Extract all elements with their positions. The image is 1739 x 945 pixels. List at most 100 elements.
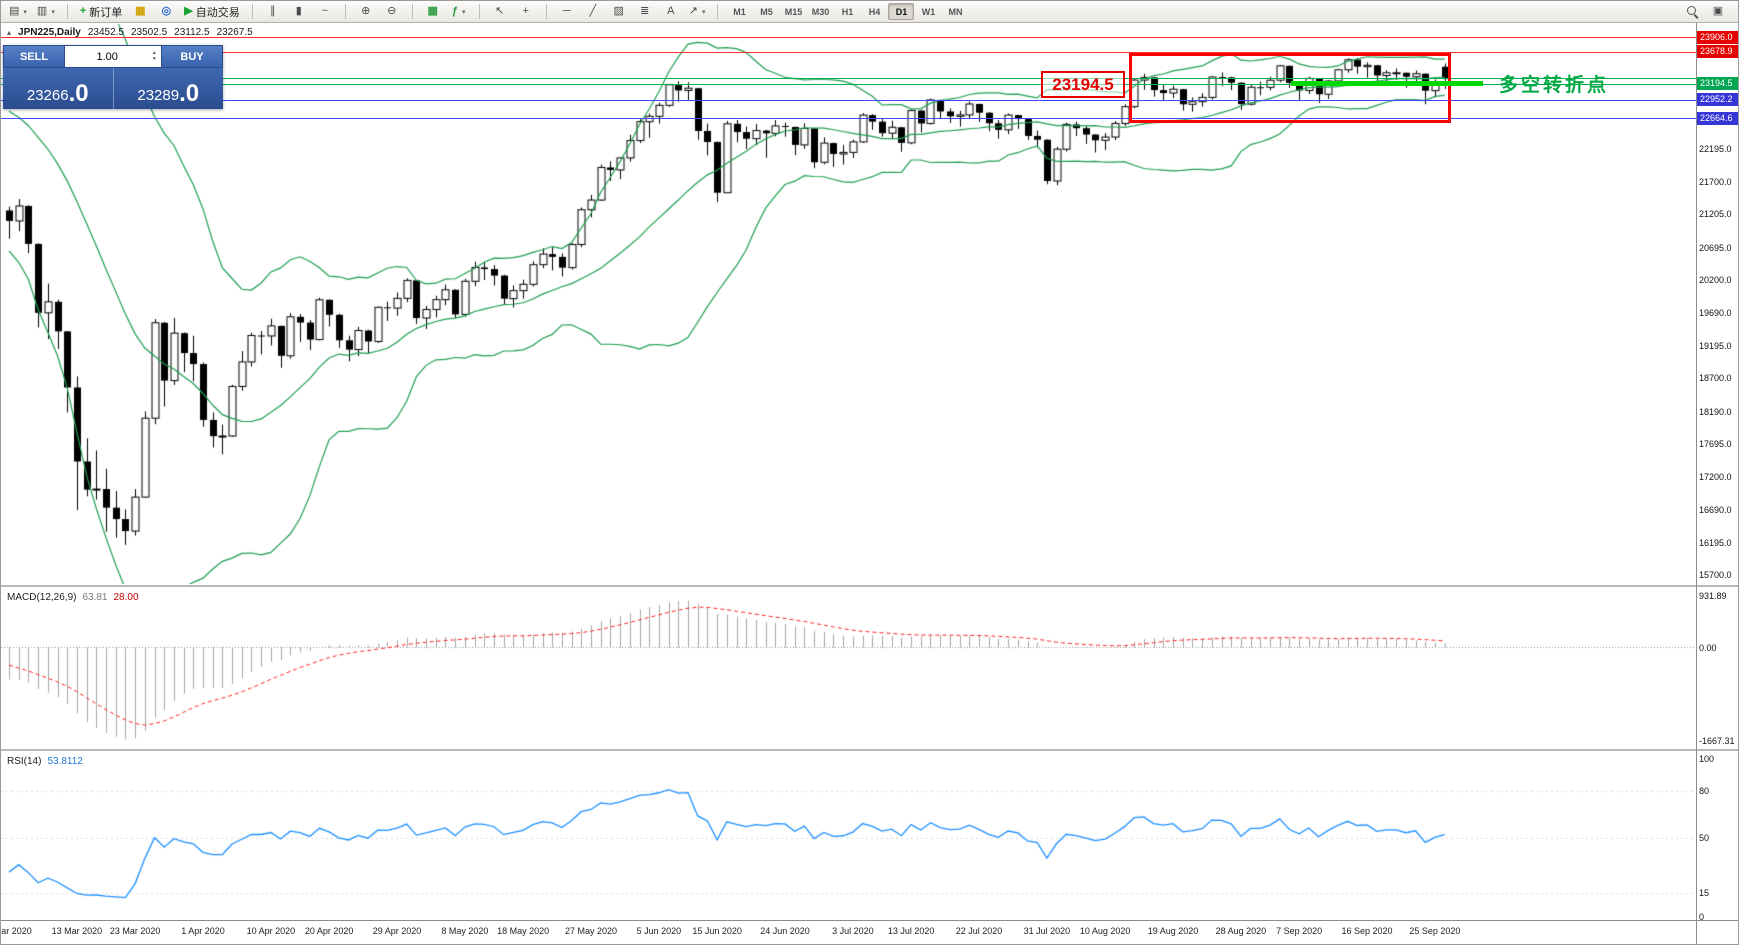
timeframe-m30[interactable]: M30 — [807, 3, 833, 20]
toolbar-separator — [251, 4, 253, 19]
ohlc-low: 23112.5 — [174, 27, 210, 38]
macd-name: MACD(12,26,9) — [7, 592, 77, 603]
buy-price[interactable]: 23289 .0 — [114, 68, 224, 109]
toolbar-separator — [717, 4, 719, 19]
caret-down-icon: ▾ — [701, 8, 706, 16]
timeframe-m5[interactable]: M5 — [753, 3, 779, 20]
sell-price[interactable]: 23266 .0 — [3, 68, 114, 109]
trendline-icon: ╱ — [589, 5, 597, 17]
pane-separator-macd[interactable] — [1, 585, 1738, 587]
price-axis-border — [1696, 23, 1697, 944]
new-chart-icon: ▤ — [9, 5, 20, 17]
cursor-icon: ↖ — [495, 5, 505, 17]
text-label-button[interactable]: A — [659, 2, 683, 21]
time-axis-separator — [1, 920, 1738, 921]
annotation-price-callout[interactable]: 23194.5 — [1041, 71, 1125, 98]
zoom-out-icon: ⊖ — [387, 5, 397, 17]
one-click-price-row: 23266 .0 23289 .0 — [3, 68, 223, 109]
timeframe-m15[interactable]: M15 — [780, 3, 806, 20]
fibonacci-icon: ≣ — [640, 5, 650, 17]
pane-separator-rsi[interactable] — [1, 749, 1738, 751]
volume-down-icon[interactable]: ▼ — [151, 56, 157, 62]
buy-price-main: 23289 — [137, 87, 180, 104]
new-order-button-label: 新订单 — [89, 6, 123, 19]
volume-up-icon[interactable]: ▲ — [151, 50, 157, 56]
macd-main-value: 63.81 — [82, 592, 108, 603]
indicators-icon: ƒ — [451, 5, 459, 17]
line-chart-button[interactable]: ~ — [313, 2, 337, 21]
timeframe-group: M1 M5 M15 M30 H1 H4 D1 W1 MN — [726, 3, 968, 20]
tile-windows-icon: ▦ — [427, 5, 438, 17]
time-axis[interactable] — [1, 921, 1696, 944]
zoom-in-button[interactable]: ⊕ — [354, 2, 378, 21]
candlestick-chart-button[interactable]: ▮ — [287, 2, 311, 21]
timeframe-mn[interactable]: MN — [942, 3, 968, 20]
ohlc-high: 23502.5 — [131, 27, 168, 38]
indicators-button[interactable]: ƒ ▾ — [447, 2, 471, 21]
annotation-rectangle[interactable] — [1129, 53, 1451, 123]
zoom-in-icon: ⊕ — [361, 5, 371, 17]
new-window-button[interactable]: ▣ — [1706, 2, 1730, 21]
crosshair-button[interactable]: + — [514, 2, 538, 21]
chart-profiles-button[interactable]: ▥ ▾ — [33, 2, 59, 21]
channel-button[interactable]: ▨ — [607, 2, 631, 21]
chart-profiles-icon: ▥ — [36, 5, 48, 17]
autotrading-button-label: 自动交易 — [195, 6, 240, 19]
toolbar-separator — [344, 4, 346, 19]
toolbar-separator — [66, 4, 68, 19]
sell-price-pips: .0 — [68, 80, 89, 107]
new-window-icon: ▣ — [1712, 5, 1724, 17]
one-click-collapse-icon[interactable]: ▴ — [7, 28, 12, 37]
search-icon — [1686, 5, 1699, 18]
timeframe-m1[interactable]: M1 — [726, 3, 752, 20]
chart-symbol-title: JPN225,Daily — [18, 27, 81, 38]
main-toolbar: ▤ ▾ ▥ ▾ + 新订单 ▦ ◎ ▶ 自动交易 ∥ ▮ ~ ⊕ ⊖ ▦ ƒ ▾ ↖ + ─ ╱ ▨ ≣ A ↗ ▾ M1 M5 M15 M… — [1, 1, 1738, 23]
caret-down-icon: ▾ — [23, 8, 27, 16]
metaeditor-icon: ◎ — [161, 5, 172, 17]
toolbar-separator — [478, 4, 480, 19]
price-axis[interactable] — [1697, 23, 1738, 921]
timeframe-w1[interactable]: W1 — [915, 3, 941, 20]
crosshair-icon: + — [522, 5, 529, 17]
volume-input[interactable] — [65, 50, 150, 63]
search-button[interactable] — [1680, 2, 1704, 21]
tile-windows-button[interactable]: ▦ — [421, 2, 445, 21]
one-click-trading-panel: SELL ▲ ▼ BUY 23266 .0 23289 .0 — [3, 45, 223, 109]
buy-button[interactable]: BUY — [161, 45, 223, 68]
terminal-button[interactable]: ▦ — [128, 2, 152, 21]
macd-signal-value: 28.00 — [113, 592, 139, 603]
fibonacci-button[interactable]: ≣ — [633, 2, 657, 21]
caret-down-icon: ▾ — [51, 8, 55, 16]
trendline-button[interactable]: ╱ — [581, 2, 605, 21]
cursor-button[interactable]: ↖ — [488, 2, 512, 21]
toolbar-button-group: ▤ ▾ ▥ ▾ + 新订单 ▦ ◎ ▶ 自动交易 ∥ ▮ ~ ⊕ ⊖ ▦ ƒ ▾ ↖ + ─ ╱ ▨ ≣ A ↗ ▾ M1 M5 M15 M… — [5, 2, 968, 21]
line-chart-icon: ~ — [321, 5, 328, 17]
candlestick-icon: ▮ — [295, 5, 302, 17]
horizontal-line-icon: ─ — [562, 5, 571, 17]
chart-header: ▴ JPN225,Daily 23452.5 23502.5 23112.5 2… — [7, 27, 253, 38]
zoom-out-button[interactable]: ⊖ — [380, 2, 404, 21]
sell-price-main: 23266 — [26, 87, 69, 104]
arrows-button[interactable]: ↗ ▾ — [685, 2, 710, 21]
sell-button[interactable]: SELL — [3, 45, 65, 68]
bar-chart-button[interactable]: ∥ — [261, 2, 285, 21]
caret-down-icon: ▾ — [462, 8, 466, 16]
new-order-button[interactable]: + 新订单 — [76, 2, 126, 21]
annotation-note-text[interactable]: 多空转折点 — [1499, 75, 1610, 96]
annotation-trend-line[interactable] — [1291, 81, 1483, 86]
timeframe-h1[interactable]: H1 — [834, 3, 860, 20]
timeframe-d1[interactable]: D1 — [888, 3, 915, 20]
volume-spinner: ▲ ▼ — [149, 51, 161, 62]
new-chart-button[interactable]: ▤ ▾ — [5, 2, 31, 21]
autotrading-button[interactable]: ▶ 自动交易 — [180, 2, 243, 21]
channel-icon: ▨ — [613, 5, 624, 17]
toolbar-separator — [411, 4, 413, 19]
plus-icon: + — [79, 5, 87, 17]
timeframe-h4[interactable]: H4 — [861, 3, 887, 20]
horizontal-line-button[interactable]: ─ — [555, 2, 579, 21]
metaeditor-button[interactable]: ◎ — [154, 2, 178, 21]
terminal-icon: ▦ — [135, 5, 146, 17]
arrows-icon: ↗ — [688, 5, 698, 17]
